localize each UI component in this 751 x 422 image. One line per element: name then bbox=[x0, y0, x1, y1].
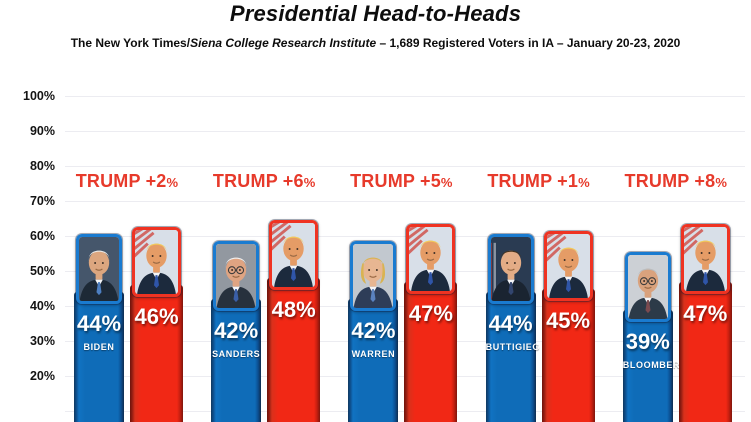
dem-pct-label: 44% bbox=[76, 311, 122, 336]
dem-name-label: BUTTIGIEG bbox=[485, 342, 540, 352]
gridline bbox=[65, 166, 745, 167]
y-axis-label: 80% bbox=[29, 159, 55, 173]
trump-bar bbox=[678, 281, 732, 422]
y-axis-label: 30% bbox=[29, 334, 55, 348]
dem-name-label: SANDERS bbox=[212, 349, 261, 359]
dem-pct-label: 42% bbox=[351, 318, 396, 343]
trump-margin-text: TRUMP +8 bbox=[624, 171, 716, 191]
dem-bar bbox=[348, 299, 399, 422]
warren-portrait-photo bbox=[350, 241, 397, 311]
dem-name-label: BLOOMBERG bbox=[622, 359, 688, 370]
trump-margin-text: TRUMP +1 bbox=[487, 171, 579, 191]
dem-name-label: WARREN bbox=[351, 349, 396, 359]
gridline bbox=[65, 131, 745, 132]
subtitle-institute: Siena College Research Institute bbox=[190, 36, 377, 50]
dem-pct-label: 39% bbox=[625, 328, 670, 354]
biden-portrait-photo bbox=[76, 234, 122, 304]
subtitle-sample: – 1,689 Registered Voters in IA – Januar… bbox=[376, 36, 681, 50]
y-axis-label: 90% bbox=[29, 124, 55, 138]
dem-name-label: BIDEN bbox=[83, 342, 115, 352]
y-axis-label: 50% bbox=[29, 264, 55, 278]
trump-pct-label: 47% bbox=[408, 300, 453, 326]
dem-bar bbox=[485, 292, 536, 422]
trump-bar bbox=[404, 281, 458, 422]
trump-bar bbox=[541, 288, 595, 422]
trump-margin-header: TRUMP +8% bbox=[601, 170, 751, 192]
trump-bar bbox=[267, 278, 321, 422]
sanders-portrait-photo bbox=[213, 241, 260, 311]
dem-pct-label: 42% bbox=[214, 318, 259, 343]
dem-bar bbox=[211, 299, 262, 422]
y-axis-label: 60% bbox=[29, 229, 55, 243]
dem-pct-label: 44% bbox=[488, 311, 533, 336]
trump-pct-label: 45% bbox=[546, 307, 591, 333]
buttigieg-portrait-photo bbox=[487, 234, 534, 304]
trump-margin-percent-sign: % bbox=[303, 175, 316, 190]
trump-portrait-photo bbox=[269, 220, 319, 290]
y-axis-label: 100% bbox=[23, 89, 55, 103]
trump-margin-percent-sign: % bbox=[715, 175, 728, 190]
trump-bar bbox=[130, 285, 183, 422]
trump-margin-percent-sign: % bbox=[578, 175, 590, 190]
dem-bar bbox=[622, 309, 673, 422]
trump-pct-label: 48% bbox=[271, 297, 316, 322]
trump-margin-header: TRUMP +2% bbox=[52, 170, 202, 192]
trump-margin-header: TRUMP +1% bbox=[464, 170, 614, 192]
trump-pct-label: 47% bbox=[683, 300, 728, 326]
trump-margin-text: TRUMP +2 bbox=[75, 171, 167, 191]
trump-margin-text: TRUMP +5 bbox=[350, 171, 441, 191]
trump-portrait-photo bbox=[680, 223, 730, 294]
gridline bbox=[65, 96, 745, 97]
gridline bbox=[65, 236, 745, 237]
y-axis-label: 20% bbox=[29, 369, 55, 383]
y-axis-label: 70% bbox=[29, 194, 55, 208]
trump-margin-percent-sign: % bbox=[440, 175, 453, 190]
trump-pct-label: 46% bbox=[134, 304, 179, 329]
y-axis-label: 40% bbox=[29, 299, 55, 313]
subtitle-source: The New York Times/ bbox=[70, 36, 191, 50]
trump-portrait-photo bbox=[543, 230, 593, 301]
trump-margin-header: TRUMP +5% bbox=[326, 170, 476, 192]
gridline bbox=[65, 271, 745, 272]
gridline bbox=[65, 201, 745, 202]
dem-bar bbox=[74, 292, 124, 422]
bloomberg-portrait-photo bbox=[624, 251, 671, 322]
trump-portrait-photo bbox=[406, 223, 456, 294]
trump-portrait-photo bbox=[132, 227, 181, 297]
chart-title: Presidential Head-to-Heads bbox=[229, 1, 522, 26]
trump-margin-percent-sign: % bbox=[166, 175, 179, 190]
trump-margin-header: TRUMP +6% bbox=[189, 170, 339, 192]
trump-margin-text: TRUMP +6 bbox=[212, 171, 304, 191]
chart-subtitle: The New York Times/Siena College Researc… bbox=[0, 36, 751, 50]
